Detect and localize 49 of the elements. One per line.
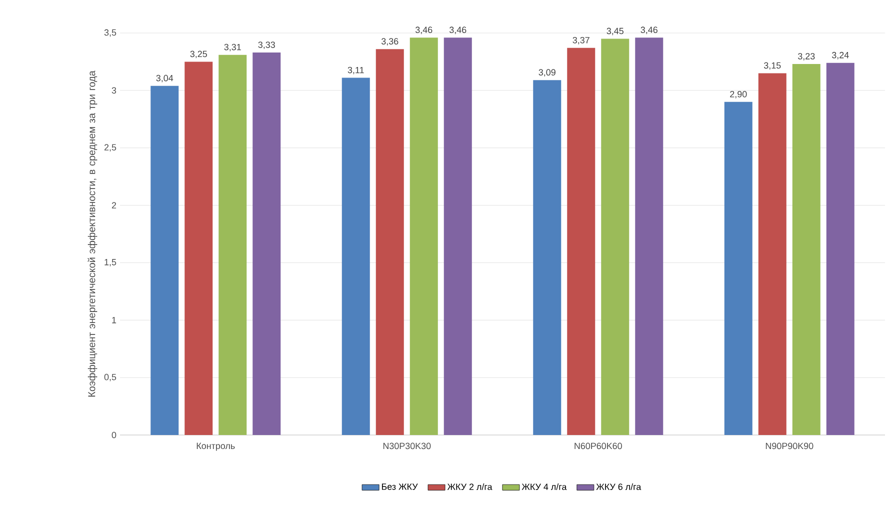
x-tick-label: N60P60K60	[574, 442, 622, 450]
bar	[758, 73, 786, 435]
bar	[376, 49, 404, 435]
bar	[150, 86, 179, 435]
data-label: 3,24	[832, 52, 849, 60]
data-label: 3,15	[764, 62, 781, 70]
legend-label: ЖКУ 4 л/га	[522, 483, 567, 490]
data-label: 3,09	[538, 69, 556, 77]
legend-label: Без ЖКУ	[382, 484, 418, 490]
y-axis-title: Коэффициент энергетической эффективности, в среднем за три года	[88, 70, 98, 397]
bar	[218, 54, 247, 435]
data-label: 3,33	[258, 42, 275, 49]
y-tick-label: 1,5	[104, 259, 116, 266]
bar	[252, 52, 281, 435]
data-label: 2,90	[730, 90, 747, 98]
data-label: 3,37	[572, 36, 590, 44]
data-label: 3,46	[415, 26, 432, 34]
legend-label: ЖКУ 6 л/га	[596, 483, 642, 490]
data-label: 3,04	[156, 74, 174, 82]
y-tick-label: 2	[112, 202, 116, 208]
bar	[724, 102, 752, 435]
data-label: 3,36	[381, 38, 398, 46]
bar	[342, 78, 370, 435]
legend-label: ЖКУ 2 л/га	[447, 483, 492, 490]
y-tick-label: 0	[112, 432, 116, 438]
data-label: 3,46	[640, 26, 658, 34]
bar	[567, 48, 596, 435]
data-label: 3,31	[224, 44, 241, 52]
y-tick-label: 1	[112, 317, 116, 324]
x-tick-label: Контроль	[196, 442, 235, 451]
bar	[533, 80, 562, 435]
data-label: 3,46	[449, 26, 466, 34]
y-tick-label: 2,5	[104, 144, 116, 152]
data-label: 3,11	[348, 66, 364, 74]
y-tick-label: 3	[112, 87, 116, 94]
bar	[444, 38, 472, 435]
data-label: 3,23	[798, 53, 815, 60]
y-tick-label: 3,5	[104, 29, 116, 37]
data-label: 3,45	[606, 28, 624, 36]
data-label: 3,25	[190, 50, 207, 58]
y-tick-label: 0,5	[104, 374, 116, 382]
x-tick-label: N90P90K90	[766, 442, 814, 450]
x-tick-label: N30P30K30	[383, 442, 431, 450]
bar	[792, 64, 820, 435]
bar	[410, 38, 438, 435]
bar	[184, 62, 213, 435]
bar	[826, 62, 854, 435]
bar	[635, 38, 664, 435]
bar	[601, 38, 630, 435]
